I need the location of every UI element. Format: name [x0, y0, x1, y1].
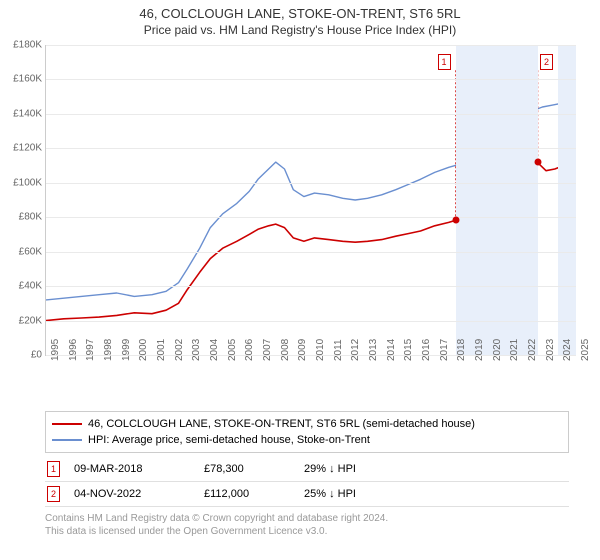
x-tick-label: 2022: [527, 339, 538, 361]
x-tick-label: 2016: [421, 339, 432, 361]
row-pct: 25% ↓ HPI: [304, 488, 404, 500]
x-tick-label: 1997: [85, 339, 96, 361]
chart-plot-area: £0£20K£40K£60K£80K£100K£120K£140K£160K£1…: [45, 45, 576, 356]
callout-box-2: 2: [540, 54, 553, 70]
x-tick-label: 2009: [297, 339, 308, 361]
x-tick-label: 2006: [244, 339, 255, 361]
y-gridline: [46, 217, 576, 218]
y-tick-label: £100K: [13, 177, 42, 188]
y-gridline: [46, 183, 576, 184]
x-tick-label: 2021: [509, 339, 520, 361]
y-gridline: [46, 45, 576, 46]
x-tick-label: 1996: [68, 339, 79, 361]
chart-container: 46, COLCLOUGH LANE, STOKE-ON-TRENT, ST6 …: [0, 0, 600, 560]
x-tick-label: 1995: [50, 339, 61, 361]
x-tick-label: 2024: [562, 339, 573, 361]
y-tick-label: £180K: [13, 40, 42, 51]
callout-marker-1: [452, 217, 459, 224]
row-date: 09-MAR-2018: [74, 463, 204, 475]
x-tick-label: 2018: [456, 339, 467, 361]
y-tick-label: £140K: [13, 108, 42, 119]
y-tick-label: £0: [31, 350, 42, 361]
x-tick-label: 2015: [403, 339, 414, 361]
x-tick-label: 2003: [191, 339, 202, 361]
chart-subtitle: Price paid vs. HM Land Registry's House …: [0, 23, 600, 37]
footer-attribution: Contains HM Land Registry data © Crown c…: [45, 512, 569, 538]
row-price: £112,000: [204, 488, 304, 500]
x-tick-label: 2020: [492, 339, 503, 361]
legend-swatch: [52, 423, 82, 425]
x-tick-label: 2010: [315, 339, 326, 361]
table-row: 1 09-MAR-2018£78,30029% ↓ HPI: [45, 457, 569, 482]
y-tick-label: £20K: [19, 315, 42, 326]
row-price: £78,300: [204, 463, 304, 475]
x-tick-label: 2005: [227, 339, 238, 361]
y-tick-label: £40K: [19, 281, 42, 292]
x-tick-label: 2011: [333, 339, 344, 361]
x-tick-label: 2013: [368, 339, 379, 361]
x-tick-label: 2001: [156, 339, 167, 361]
x-tick-label: 2023: [545, 339, 556, 361]
callout-box-1: 1: [438, 54, 451, 70]
legend-label: 46, COLCLOUGH LANE, STOKE-ON-TRENT, ST6 …: [88, 418, 475, 430]
row-pct: 29% ↓ HPI: [304, 463, 404, 475]
callout-marker-2: [534, 159, 541, 166]
y-gridline: [46, 79, 576, 80]
highlight-band: [558, 45, 576, 355]
chart-title: 46, COLCLOUGH LANE, STOKE-ON-TRENT, ST6 …: [0, 0, 600, 21]
y-gridline: [46, 114, 576, 115]
y-gridline: [46, 148, 576, 149]
table-row: 2 04-NOV-2022£112,00025% ↓ HPI: [45, 482, 569, 507]
y-gridline: [46, 252, 576, 253]
x-tick-label: 2014: [386, 339, 397, 361]
y-tick-label: £80K: [19, 212, 42, 223]
footer-line-2: This data is licensed under the Open Gov…: [45, 525, 569, 538]
footer-line-1: Contains HM Land Registry data © Crown c…: [45, 512, 569, 525]
legend-swatch: [52, 439, 82, 441]
y-gridline: [46, 321, 576, 322]
x-tick-label: 1999: [121, 339, 132, 361]
transactions-table: 1 09-MAR-2018£78,30029% ↓ HPI 2 04-NOV-2022…: [45, 457, 569, 507]
y-tick-label: £160K: [13, 74, 42, 85]
row-number-box: 2: [47, 486, 60, 502]
x-tick-label: 2025: [580, 339, 591, 361]
y-tick-label: £120K: [13, 143, 42, 154]
legend-item: 46, COLCLOUGH LANE, STOKE-ON-TRENT, ST6 …: [52, 416, 562, 432]
x-tick-label: 2004: [209, 339, 220, 361]
x-tick-label: 2017: [439, 339, 450, 361]
y-gridline: [46, 286, 576, 287]
x-tick-label: 2008: [280, 339, 291, 361]
legend-box: 46, COLCLOUGH LANE, STOKE-ON-TRENT, ST6 …: [45, 411, 569, 453]
x-tick-label: 2007: [262, 339, 273, 361]
highlight-band: [456, 45, 538, 355]
row-number-box: 1: [47, 461, 60, 477]
row-date: 04-NOV-2022: [74, 488, 204, 500]
x-tick-label: 2000: [138, 339, 149, 361]
legend-label: HPI: Average price, semi-detached house,…: [88, 434, 370, 446]
legend-item: HPI: Average price, semi-detached house,…: [52, 432, 562, 448]
x-tick-label: 2019: [474, 339, 485, 361]
x-tick-label: 1998: [103, 339, 114, 361]
y-tick-label: £60K: [19, 246, 42, 257]
x-tick-label: 2002: [174, 339, 185, 361]
x-tick-label: 2012: [350, 339, 361, 361]
